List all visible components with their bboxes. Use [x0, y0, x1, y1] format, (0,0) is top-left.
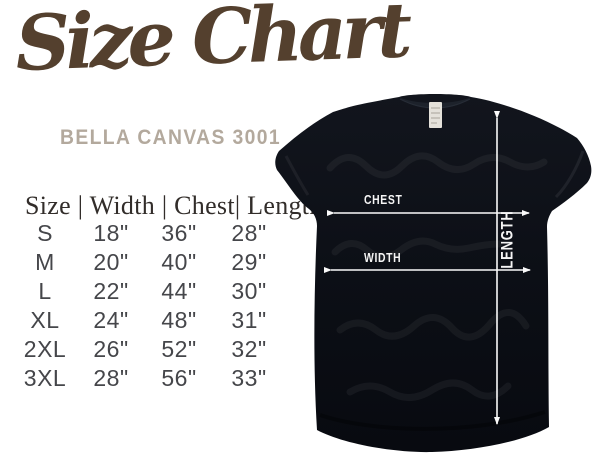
cuff-fold-left: [284, 155, 310, 196]
cell-size: L: [38, 278, 52, 304]
cell-size: M: [35, 249, 55, 275]
cell-length: 28": [231, 220, 267, 246]
cuff-fold-right: [554, 150, 585, 199]
table-row: M 20" 40" 29": [10, 248, 282, 277]
cell-width: 26": [93, 336, 129, 362]
cell-chest: 52": [161, 336, 197, 362]
table-row: XL 24" 48" 31": [10, 306, 282, 335]
neck-label-print: [431, 107, 440, 124]
cell-width: 22": [93, 278, 129, 304]
hem-wrinkle: [319, 410, 546, 431]
cell-width: 18": [93, 220, 129, 246]
cell-chest: 48": [161, 307, 197, 333]
cell-chest: 56": [161, 365, 197, 391]
cell-chest: 40": [161, 249, 197, 275]
width-label: WIDTH: [364, 250, 402, 265]
length-label: LENGTH: [497, 210, 517, 269]
tshirt-silhouette: [275, 94, 592, 453]
cell-length: 33": [231, 365, 267, 391]
table-row: S 18" 36" 28": [10, 219, 282, 248]
cell-size: 2XL: [23, 336, 67, 362]
page-subtitle: BELLA CANVAS 3001: [60, 126, 282, 149]
cell-chest: 36": [161, 220, 197, 246]
cell-size: S: [37, 220, 53, 246]
cell-length: 31": [231, 307, 267, 333]
cell-length: 32": [231, 336, 267, 362]
cell-width: 28": [93, 365, 129, 391]
cell-length: 29": [231, 249, 267, 275]
cell-width: 20": [93, 249, 129, 275]
cell-chest: 44": [161, 278, 197, 304]
cell-length: 30": [231, 278, 267, 304]
chest-label: CHEST: [364, 192, 403, 207]
neck-label: [429, 102, 442, 128]
cell-size: XL: [30, 307, 60, 333]
watermark: [326, 152, 548, 401]
table-row: L 22" 44" 30": [10, 277, 282, 306]
table-row: 2XL 26" 52" 32": [10, 335, 282, 364]
cell-width: 24": [93, 307, 129, 333]
cell-size: 3XL: [23, 365, 67, 391]
size-table-header: Size | Width | Chest| Length: [25, 191, 323, 220]
size-table: S 18" 36" 28" M 20" 40" 29" L 22" 44" 30…: [10, 219, 282, 393]
table-row: 3XL 28" 56" 33": [10, 364, 282, 393]
